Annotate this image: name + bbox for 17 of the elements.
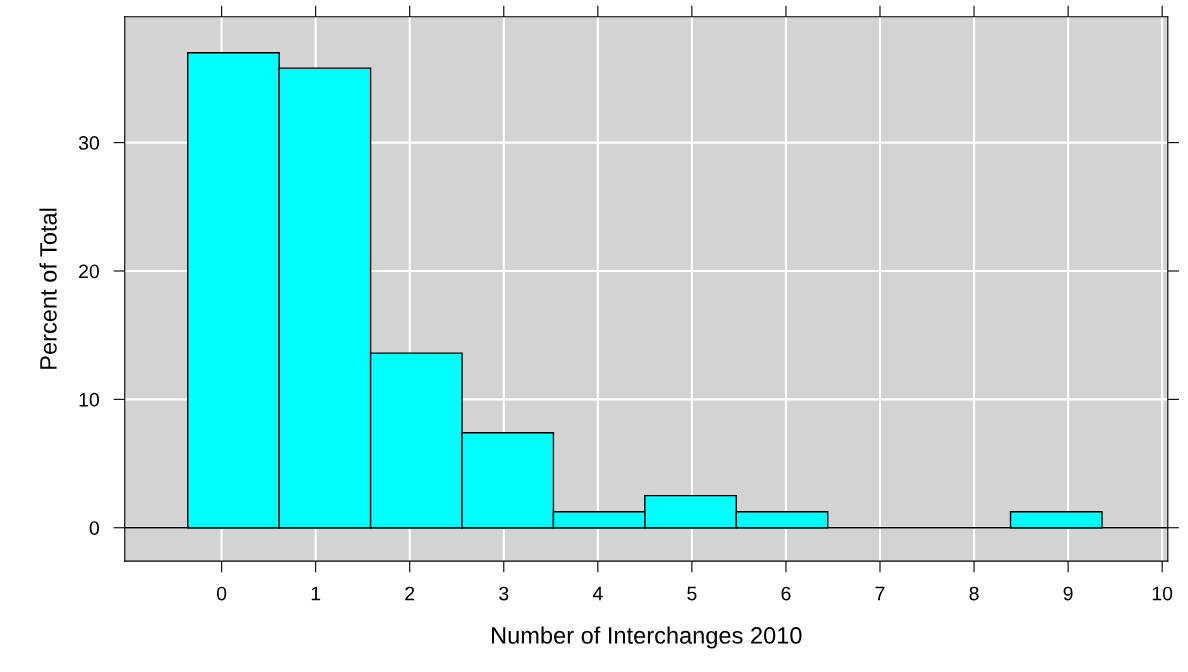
y-axis-title: Percent of Total <box>39 208 57 369</box>
x-tick-label: 7 <box>875 586 885 601</box>
y-tick-label: 20 <box>79 264 99 279</box>
y-tick-label: 10 <box>79 392 99 407</box>
x-tick-label: 8 <box>969 586 979 601</box>
x-tick-label: 3 <box>499 586 509 601</box>
x-tick-label: 6 <box>781 586 791 601</box>
x-tick-label: 9 <box>1063 586 1073 601</box>
y-tick-label: 0 <box>89 521 99 535</box>
x-tick-label: 10 <box>1152 586 1173 601</box>
y-tick-label: 30 <box>78 136 99 150</box>
x-tick-label: 1 <box>311 586 321 601</box>
x-axis-title: Number of Interchanges 2010 <box>492 626 802 649</box>
x-tick-label: 4 <box>592 586 603 601</box>
x-tick-label: 5 <box>687 586 697 601</box>
x-tick-label: 2 <box>405 586 415 601</box>
x-tick-label: 0 <box>216 586 227 601</box>
